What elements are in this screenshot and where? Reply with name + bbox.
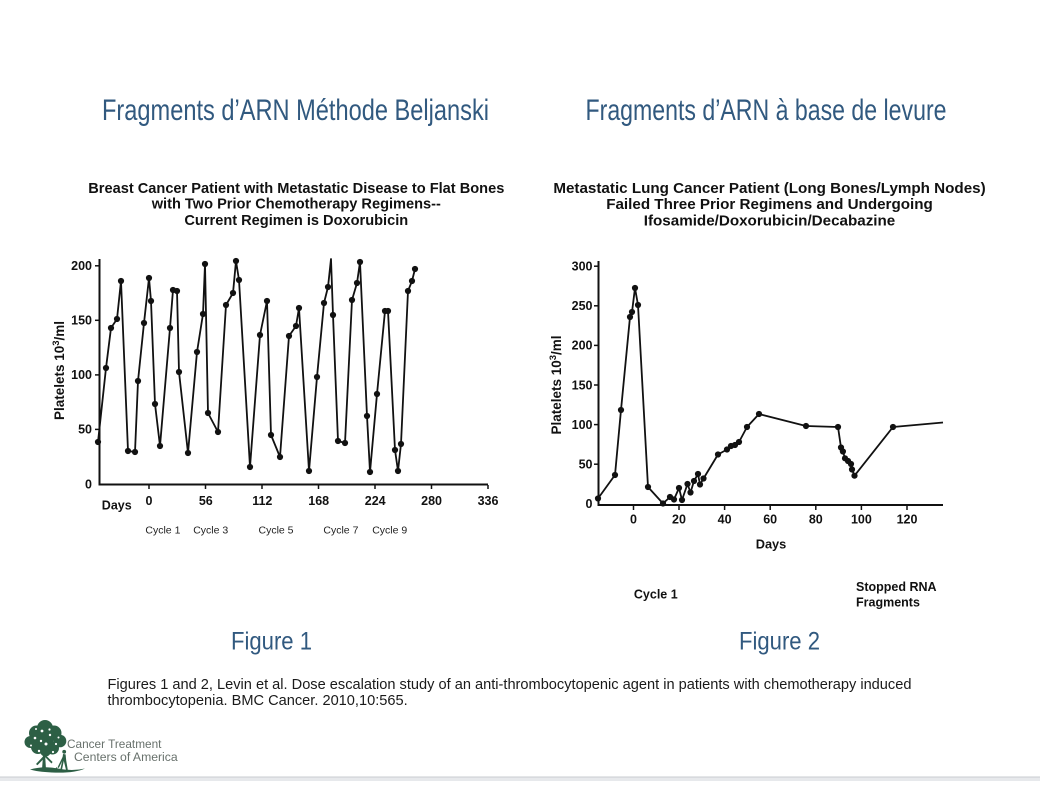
svg-text:100: 100 bbox=[71, 368, 92, 382]
svg-text:Breast Cancer Patient with Met: Breast Cancer Patient with Metastatic Di… bbox=[88, 181, 504, 197]
svg-text:224: 224 bbox=[365, 494, 386, 508]
svg-text:200: 200 bbox=[572, 339, 593, 353]
svg-text:Figure 2: Figure 2 bbox=[739, 628, 820, 656]
svg-text:thrombocytopenia. BMC Cancer.: thrombocytopenia. BMC Cancer. 2010,10:56… bbox=[108, 693, 408, 709]
svg-text:Current Regimen is Doxorubicin: Current Regimen is Doxorubicin bbox=[184, 213, 408, 229]
svg-text:250: 250 bbox=[572, 299, 593, 313]
svg-text:Platelets 103/ml: Platelets 103/ml bbox=[548, 335, 564, 434]
svg-text:120: 120 bbox=[897, 513, 918, 527]
svg-text:40: 40 bbox=[718, 513, 732, 527]
svg-text:Fragments d’ARN Méthode Beljan: Fragments d’ARN Méthode Beljanski bbox=[102, 94, 489, 127]
svg-text:0: 0 bbox=[146, 494, 153, 508]
svg-text:Cycle 3: Cycle 3 bbox=[193, 524, 228, 536]
svg-text:Cycle 7: Cycle 7 bbox=[323, 524, 358, 536]
svg-text:Cycle 1: Cycle 1 bbox=[634, 587, 678, 601]
svg-text:Stopped RNA: Stopped RNA bbox=[856, 580, 937, 594]
svg-text:Failed Three Prior Regimens an: Failed Three Prior Regimens and Undergoi… bbox=[606, 196, 933, 213]
svg-text:0: 0 bbox=[630, 513, 637, 527]
svg-text:Cancer Treatment: Cancer Treatment bbox=[67, 737, 162, 751]
svg-text:Days: Days bbox=[102, 499, 132, 513]
svg-text:168: 168 bbox=[308, 494, 329, 508]
svg-text:Platelets 103/ml: Platelets 103/ml bbox=[51, 321, 67, 420]
svg-text:200: 200 bbox=[71, 259, 92, 273]
svg-text:336: 336 bbox=[478, 494, 499, 508]
svg-text:0: 0 bbox=[85, 477, 92, 491]
svg-text:Figure 1: Figure 1 bbox=[231, 628, 312, 656]
svg-text:Fragments d’ARN à base de levu: Fragments d’ARN à base de levure bbox=[586, 94, 947, 127]
svg-text:Centers of America: Centers of America bbox=[74, 750, 178, 764]
svg-text:Cycle 9: Cycle 9 bbox=[372, 524, 407, 536]
svg-text:280: 280 bbox=[421, 494, 442, 508]
svg-text:50: 50 bbox=[78, 423, 92, 437]
svg-text:50: 50 bbox=[579, 458, 593, 472]
svg-text:Metastatic Lung Cancer Patient: Metastatic Lung Cancer Patient (Long Bon… bbox=[553, 180, 985, 197]
svg-text:100: 100 bbox=[851, 513, 872, 527]
svg-text:Days: Days bbox=[756, 537, 787, 552]
svg-text:300: 300 bbox=[572, 260, 593, 274]
svg-text:20: 20 bbox=[672, 513, 686, 527]
svg-text:Figures 1 and 2, Levin et al.: Figures 1 and 2, Levin et al. Dose escal… bbox=[108, 677, 912, 693]
svg-text:with Two Prior Chemotherapy Re: with Two Prior Chemotherapy Regimens-- bbox=[151, 196, 441, 212]
svg-text:80: 80 bbox=[809, 513, 823, 527]
svg-text:Cycle 5: Cycle 5 bbox=[258, 524, 293, 536]
svg-text:Ifosamide/Doxorubicin/Decabazi: Ifosamide/Doxorubicin/Decabazine bbox=[644, 213, 896, 230]
svg-text:56: 56 bbox=[199, 494, 213, 508]
svg-text:150: 150 bbox=[71, 314, 92, 328]
svg-text:0: 0 bbox=[586, 497, 593, 511]
svg-text:150: 150 bbox=[572, 378, 593, 392]
svg-text:60: 60 bbox=[763, 513, 777, 527]
svg-text:100: 100 bbox=[572, 418, 593, 432]
svg-text:Fragments: Fragments bbox=[856, 595, 920, 609]
svg-text:Cycle 1: Cycle 1 bbox=[145, 524, 180, 536]
svg-text:112: 112 bbox=[252, 494, 272, 508]
